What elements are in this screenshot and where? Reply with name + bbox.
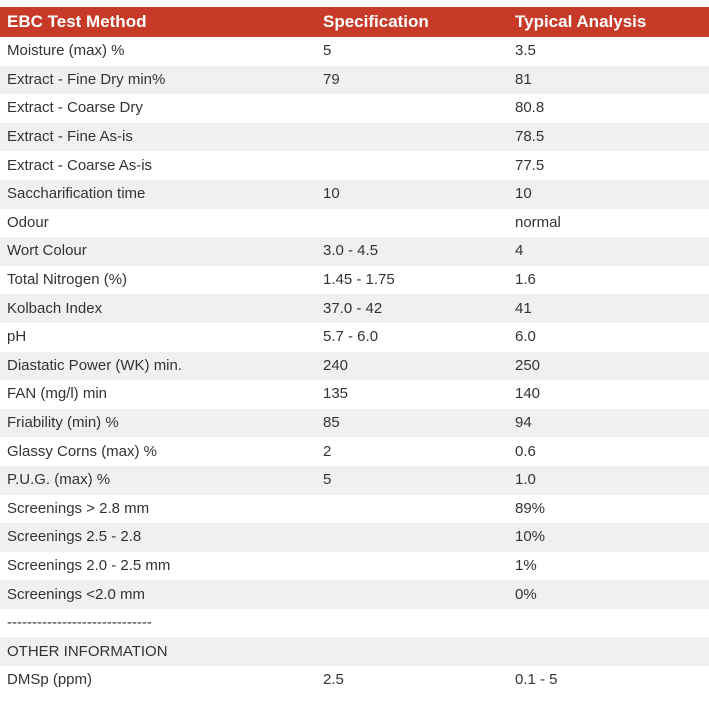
table-row: Extract - Coarse As-is 77.5 xyxy=(0,151,709,180)
header-test-method: EBC Test Method xyxy=(0,7,316,37)
header-row: EBC Test Method Specification Typical An… xyxy=(0,7,709,37)
cell-test-method: Extract - Fine Dry min% xyxy=(0,65,316,95)
cell-typical-analysis: 78.5 xyxy=(508,122,709,152)
table-row: Total Nitrogen (%) 1.45 - 1.75 1.6 xyxy=(0,265,709,295)
table-row: Extract - Coarse Dry 80.8 xyxy=(0,94,709,123)
header-typical-analysis: Typical Analysis xyxy=(508,7,709,37)
cell-test-method: pH xyxy=(0,322,316,352)
cell-test-method: P.U.G. (max) % xyxy=(0,465,316,495)
cell-typical-analysis: 6.0 xyxy=(508,322,709,352)
cell-typical-analysis: 0.1 - 5 xyxy=(508,666,709,695)
cell-test-method: Total Nitrogen (%) xyxy=(0,265,316,295)
cell-test-method: ----------------------------- xyxy=(0,608,316,638)
table-row: P.U.G. (max) % 5 1.0 xyxy=(0,465,709,495)
cell-test-method: Saccharification time xyxy=(0,179,316,209)
cell-specification: 5 xyxy=(316,37,508,66)
cell-test-method: Wort Colour xyxy=(0,237,316,266)
cell-specification xyxy=(316,94,508,123)
cell-test-method: DMSp (ppm) xyxy=(0,666,316,695)
cell-test-method: Screenings <2.0 mm xyxy=(0,580,316,609)
cell-typical-analysis: 1.0 xyxy=(508,465,709,495)
cell-test-method: Glassy Corns (max) % xyxy=(0,437,316,466)
cell-specification: 79 xyxy=(316,65,508,95)
cell-typical-analysis: 89% xyxy=(508,494,709,524)
cell-specification xyxy=(316,637,508,667)
cell-specification xyxy=(316,551,508,581)
table-row: Glassy Corns (max) % 2 0.6 xyxy=(0,437,709,466)
cell-specification xyxy=(316,151,508,180)
cell-test-method: Screenings > 2.8 mm xyxy=(0,494,316,524)
cell-typical-analysis: 4 xyxy=(508,237,709,266)
cell-test-method: Friability (min) % xyxy=(0,408,316,438)
table-row: Extract - Fine As-is 78.5 xyxy=(0,122,709,152)
cell-test-method: Extract - Coarse As-is xyxy=(0,151,316,180)
cell-typical-analysis: normal xyxy=(508,208,709,238)
cell-specification: 1.45 - 1.75 xyxy=(316,265,508,295)
cell-specification xyxy=(316,580,508,609)
cell-test-method: Diastatic Power (WK) min. xyxy=(0,351,316,381)
cell-typical-analysis: 94 xyxy=(508,408,709,438)
cell-test-method: OTHER INFORMATION xyxy=(0,637,316,667)
table-row: Friability (min) % 85 94 xyxy=(0,408,709,438)
cell-typical-analysis: 80.8 xyxy=(508,94,709,123)
cell-test-method: Kolbach Index xyxy=(0,294,316,323)
cell-specification xyxy=(316,122,508,152)
table-row: Saccharification time 10 10 xyxy=(0,179,709,209)
table-row: Extract - Fine Dry min% 79 81 xyxy=(0,65,709,95)
table-row: Screenings <2.0 mm 0% xyxy=(0,580,709,609)
cell-typical-analysis: 3.5 xyxy=(508,37,709,66)
table-body: Moisture (max) % 5 3.5 Extract - Fine Dry m… xyxy=(0,37,709,695)
cell-test-method: Extract - Fine As-is xyxy=(0,122,316,152)
cell-specification: 5 xyxy=(316,465,508,495)
analysis-table: EBC Test Method Specification Typical An… xyxy=(0,7,709,695)
table-row: Moisture (max) % 5 3.5 xyxy=(0,37,709,66)
cell-specification xyxy=(316,523,508,552)
cell-specification xyxy=(316,494,508,524)
header-specification: Specification xyxy=(316,7,508,37)
cell-specification: 5.7 - 6.0 xyxy=(316,322,508,352)
cell-typical-analysis: 250 xyxy=(508,351,709,381)
cell-typical-analysis: 0% xyxy=(508,580,709,609)
cell-typical-analysis: 10% xyxy=(508,523,709,552)
cell-typical-analysis xyxy=(508,608,709,638)
table-row: OTHER INFORMATION xyxy=(0,637,709,667)
cell-specification: 240 xyxy=(316,351,508,381)
table-row: ----------------------------- xyxy=(0,608,709,638)
table-row: FAN (mg/l) min 135 140 xyxy=(0,380,709,409)
table-row: pH 5.7 - 6.0 6.0 xyxy=(0,322,709,352)
cell-specification: 2.5 xyxy=(316,666,508,695)
cell-typical-analysis: 0.6 xyxy=(508,437,709,466)
table-row: Screenings > 2.8 mm 89% xyxy=(0,494,709,524)
cell-typical-analysis: 10 xyxy=(508,179,709,209)
cell-typical-analysis: 81 xyxy=(508,65,709,95)
table-row: Odour normal xyxy=(0,208,709,238)
cell-typical-analysis: 1.6 xyxy=(508,265,709,295)
cell-specification: 3.0 - 4.5 xyxy=(316,237,508,266)
cell-specification xyxy=(316,208,508,238)
cell-test-method: Odour xyxy=(0,208,316,238)
cell-specification: 85 xyxy=(316,408,508,438)
table-row: DMSp (ppm) 2.5 0.1 - 5 xyxy=(0,666,709,695)
table-row: Wort Colour 3.0 - 4.5 4 xyxy=(0,237,709,266)
cell-test-method: Moisture (max) % xyxy=(0,37,316,66)
cell-typical-analysis: 41 xyxy=(508,294,709,323)
table-header: EBC Test Method Specification Typical An… xyxy=(0,7,709,37)
cell-typical-analysis: 140 xyxy=(508,380,709,409)
cell-specification xyxy=(316,608,508,638)
cell-test-method: FAN (mg/l) min xyxy=(0,380,316,409)
cell-specification: 2 xyxy=(316,437,508,466)
table-row: Diastatic Power (WK) min. 240 250 xyxy=(0,351,709,381)
table-row: Screenings 2.5 - 2.8 10% xyxy=(0,523,709,552)
cell-test-method: Extract - Coarse Dry xyxy=(0,94,316,123)
table-row: Screenings 2.0 - 2.5 mm 1% xyxy=(0,551,709,581)
cell-test-method: Screenings 2.5 - 2.8 xyxy=(0,523,316,552)
cell-typical-analysis xyxy=(508,637,709,667)
cell-test-method: Screenings 2.0 - 2.5 mm xyxy=(0,551,316,581)
cell-specification: 10 xyxy=(316,179,508,209)
cell-specification: 37.0 - 42 xyxy=(316,294,508,323)
cell-typical-analysis: 1% xyxy=(508,551,709,581)
cell-typical-analysis: 77.5 xyxy=(508,151,709,180)
table-row: Kolbach Index 37.0 - 42 41 xyxy=(0,294,709,323)
cell-specification: 135 xyxy=(316,380,508,409)
